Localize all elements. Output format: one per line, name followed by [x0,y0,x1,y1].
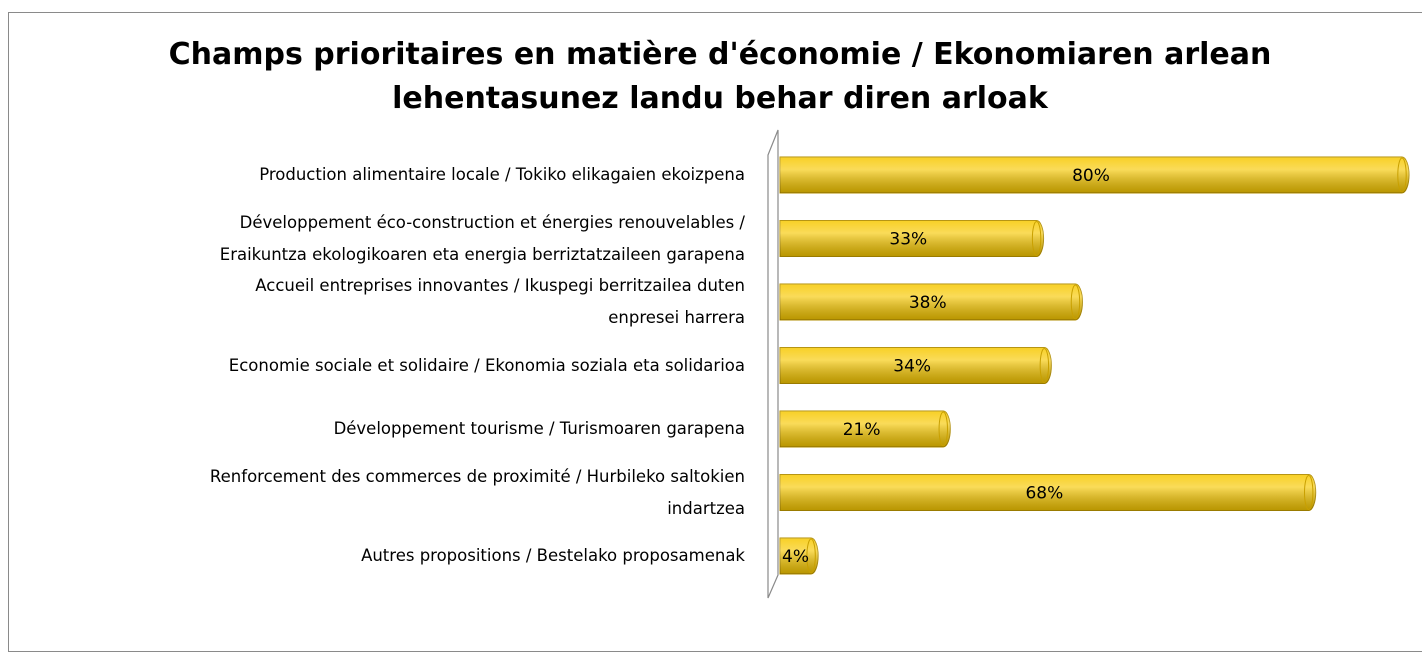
value-label: 38% [909,293,947,313]
bar-cap [1397,157,1407,193]
bar-shine [780,157,1409,193]
value-label: 33% [889,230,927,250]
value-label: 4% [782,547,809,567]
category-label: Autres propositions / Bestelako proposam… [361,546,745,565]
bar-shine [780,538,819,574]
bar-cap [1304,475,1314,510]
chart: Champs prioritaires en matière d'économi… [169,37,1410,599]
category-label: Renforcement des commerces de proximité … [209,466,745,518]
bar-shine [780,220,1044,257]
bar-shine [780,284,1083,320]
bar-cap [938,411,948,447]
bar-shine [780,411,951,447]
bar-shine [780,347,1052,384]
category-label: Développement tourisme / Turismoaren gar… [333,419,745,438]
value-label: 21% [843,420,881,440]
bar-cap [1070,284,1081,320]
chart-title: Champs prioritaires en matière d'économi… [169,37,1272,116]
axis-wall [767,129,779,599]
category-label: Economie sociale et solidaire / Ekonomia… [228,355,745,375]
category-label: Production alimentaire locale / Tokiko e… [259,165,745,184]
bar-cap [1031,221,1042,256]
value-label: 68% [1025,484,1063,504]
bar-shine [780,474,1316,511]
page: {"chart_data": {"type": "bar", "orientat… [8,12,1422,652]
category-label: Développement éco-construction et énergi… [219,212,745,264]
bar-cap [806,538,816,574]
category-label: Accueil entreprises innovantes / Ikuspeg… [255,276,745,327]
value-label: 34% [893,357,931,377]
bar-cap [1039,348,1050,383]
value-label: 80% [1072,166,1110,186]
